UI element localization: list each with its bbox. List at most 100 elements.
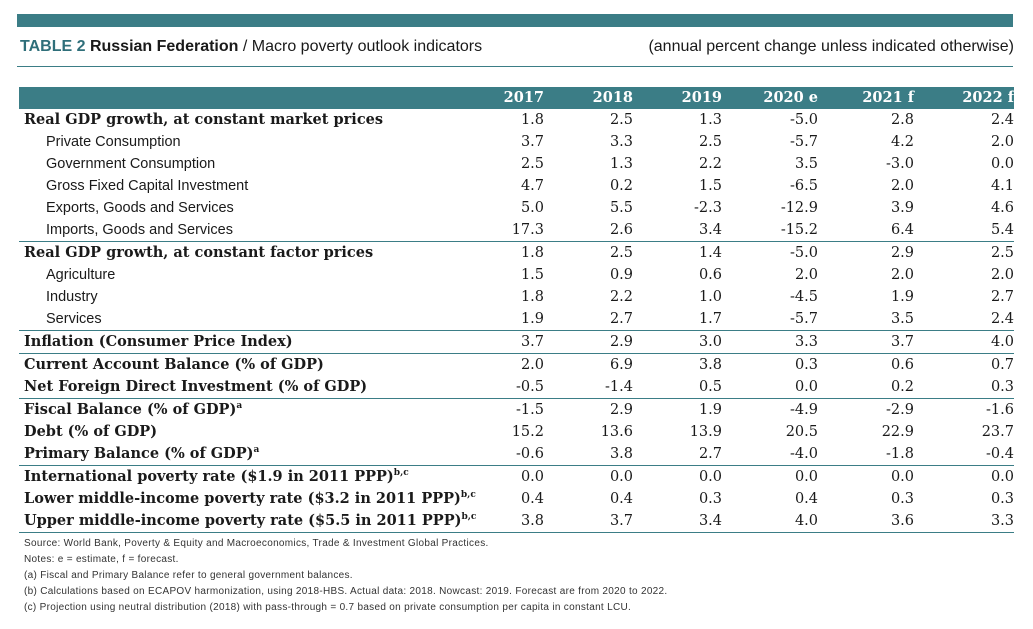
table-row: Inflation (Consumer Price Index) 3.7 2.9 3.… [19,330,1014,354]
value-cell: 5.5 [609,200,633,216]
title-separator: / [242,38,248,55]
note-c: (c) Projection using neutral distributio… [24,602,632,613]
value-cell: 20.5 [785,424,818,440]
value-cell: 0.0 [990,156,1014,172]
value-cell: 0.2 [609,178,633,194]
top-accent-bar [17,14,1013,27]
value-cell: -2.3 [694,200,722,216]
value-cell: -4.0 [790,446,818,462]
value-cell: -0.4 [986,446,1014,462]
value-cell: 0.4 [609,491,633,507]
row-label: Agriculture [19,264,464,286]
value-cell: 0.0 [464,465,544,488]
row-label: Net Foreign Direct Investment (% of GDP) [19,376,464,399]
value-cell: 3.7 [818,330,914,354]
row-label-text: Debt (% of GDP) [24,423,158,440]
table-row: Gross Fixed Capital Investment 4.7 0.2 1.5 -… [19,175,1014,197]
value-cell: 2.0 [794,267,818,283]
value-cell: 1.9 [890,289,914,305]
row-label-text: International poverty rate ($1.9 in 2011… [24,468,394,485]
value-cell: 0.3 [990,491,1014,507]
value-cell: 2.0 [890,178,914,194]
value-cell: 2.0 [990,134,1014,150]
value-cell: 0.4 [520,491,544,507]
column-header: 2020 e [722,87,818,109]
footnote-marker: a [253,445,260,456]
value-cell: 2.8 [890,112,914,128]
value-cell: 0.3 [698,491,722,507]
row-label-text: Industry [46,289,98,305]
value-cell: -5.0 [722,241,818,264]
value-cell: 3.4 [633,510,722,533]
row-label: Real GDP growth, at constant market pric… [19,109,464,131]
footnote-marker: b,c [460,490,476,501]
table-row: Debt (% of GDP) 15.2 13.6 13.9 20.5 22.9 23.7 [19,421,1014,443]
value-cell: 2.4 [990,112,1014,128]
value-cell: 2.9 [544,398,633,421]
row-label-text: Private Consumption [46,134,181,150]
value-cell: 3.5 [890,311,914,327]
column-header: 2019 [633,87,722,109]
value-cell: 6.4 [890,222,914,238]
value-cell: 4.2 [890,134,914,150]
value-cell: 0.3 [990,379,1014,395]
row-label: Inflation (Consumer Price Index) [19,330,464,354]
table-title: TABLE 2 Russian Federation / Macro pover… [20,36,1014,58]
value-cell: 3.7 [544,510,633,533]
table-row: Government Consumption 2.5 1.3 2.2 3.5 -3.0 0.… [19,153,1014,175]
row-label: Fiscal Balance (% of GDP)a [19,398,464,421]
value-cell: -1.5 [464,398,544,421]
value-cell: 3.7 [464,330,544,354]
value-cell: 3.3 [914,510,1014,533]
value-cell: 5.4 [990,222,1014,238]
value-cell: 3.6 [818,510,914,533]
table-row: Private Consumption 3.7 3.3 2.5 -5.7 4.2 2.0 [19,131,1014,153]
value-cell: 0.5 [698,379,722,395]
value-cell: -4.9 [722,398,818,421]
value-cell: 1.9 [520,311,544,327]
value-cell: 1.8 [520,112,544,128]
country-name: Russian Federation [89,38,239,55]
row-label-text: Net Foreign Direct Investment (% of GDP) [24,378,368,395]
table-row: Current Account Balance (% of GDP) 2.0 6.9… [19,353,1014,376]
value-cell: 0.0 [914,465,1014,488]
value-cell: 0.3 [722,353,818,376]
table-subtitle: Macro poverty outlook indicators [251,38,483,55]
value-cell: 0.4 [794,491,818,507]
value-cell: 0.9 [609,267,633,283]
row-label-text: Primary Balance (% of GDP) [24,445,254,462]
value-cell: 2.7 [609,311,633,327]
value-cell: 2.0 [464,353,544,376]
row-label: Private Consumption [19,131,464,153]
value-cell: -2.9 [818,398,914,421]
table-row: Net Foreign Direct Investment (% of GDP)… [19,376,1014,399]
row-label-text: Real GDP growth, at constant market pric… [24,111,384,128]
table-row: Industry 1.8 2.2 1.0 -4.5 1.9 2.7 [19,286,1014,308]
table-row: Fiscal Balance (% of GDP)a -1.5 2.9 1.9 -4.9… [19,398,1014,421]
value-cell: 4.1 [990,178,1014,194]
footnote-marker: b,c [393,468,409,479]
row-label: Industry [19,286,464,308]
row-label: Upper middle-income poverty rate ($5.5 i… [19,510,476,533]
table-row: Primary Balance (% of GDP)a -0.6 3.8 2.7 -4.… [19,443,1014,466]
value-cell: 2.5 [698,134,722,150]
value-cell: -5.7 [790,311,818,327]
table-row: Real GDP growth, at constant market pric… [19,109,1014,131]
footnote-marker: a [236,401,243,412]
value-cell: -1.6 [914,398,1014,421]
value-cell: 2.0 [890,267,914,283]
footnote-marker: b,c [461,512,477,523]
row-label-text: Fiscal Balance (% of GDP) [24,401,237,418]
value-cell: 0.0 [633,465,722,488]
row-label: International poverty rate ($1.9 in 2011… [19,465,464,488]
row-label-text: Real GDP growth, at constant factor pric… [24,244,374,261]
value-cell: 0.3 [890,491,914,507]
value-cell: 0.6 [818,353,914,376]
table-row: International poverty rate ($1.9 in 2011… [19,465,1014,488]
value-cell: 13.9 [689,424,722,440]
note-b: (b) Calculations based on ECAPOV harmoni… [24,586,668,597]
row-label-text: Inflation (Consumer Price Index) [24,333,293,350]
value-cell: 1.5 [520,267,544,283]
value-cell: 2.6 [609,222,633,238]
value-cell: -0.6 [516,446,544,462]
